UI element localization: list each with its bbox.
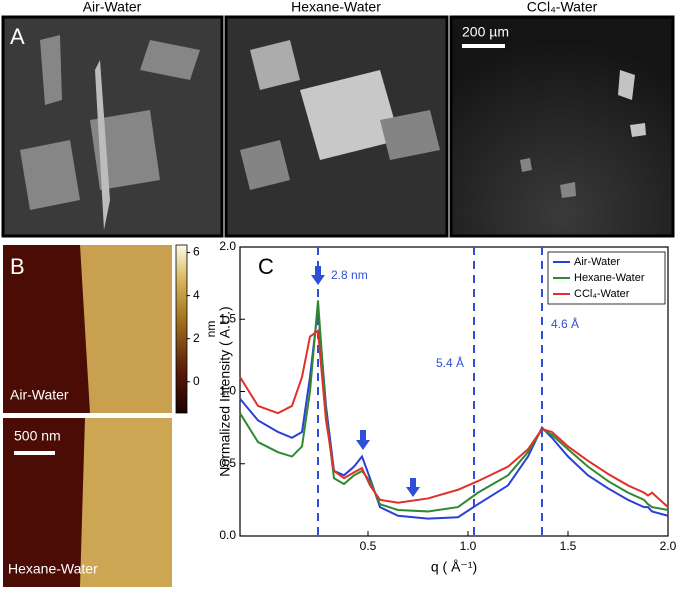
- y-tick-label: 1.5: [219, 311, 236, 325]
- series-line: [239, 307, 669, 520]
- y-tick-label: 1.0: [219, 384, 236, 398]
- legend-label: Hexane-Water: [574, 272, 645, 284]
- scale-bar-label: 500 nm: [14, 428, 61, 444]
- x-tick-label: 0.5: [360, 539, 377, 553]
- panel-title: CCl₄-Water: [527, 0, 598, 15]
- series-line: [239, 300, 669, 513]
- colorbar-tick-label: 0: [193, 374, 200, 388]
- y-axis-label: Normalized Intensity ( A.U.): [217, 306, 233, 476]
- colorbar-tick-label: 2: [193, 331, 200, 345]
- colorbar-label: nm: [204, 321, 218, 338]
- x-axis-label: q ( Å⁻¹): [431, 559, 477, 575]
- colorbar-tick-label: 6: [193, 245, 200, 259]
- annotation: 4.6 Å: [551, 316, 579, 331]
- panel-title: Air-Water: [83, 0, 142, 15]
- panel-title: Hexane-Water: [291, 0, 381, 15]
- afm-label: Hexane-Water: [8, 561, 98, 577]
- y-tick-label: 0.5: [219, 456, 236, 470]
- y-tick-label: 0.0: [219, 528, 236, 542]
- panel-letter: B: [10, 254, 25, 279]
- x-tick-label: 1.5: [560, 539, 577, 553]
- scale-bar-label: 200 µm: [462, 24, 509, 40]
- panel-letter: C: [258, 254, 274, 279]
- afm-images: [3, 244, 188, 587]
- colorbar-tick-label: 4: [193, 288, 200, 302]
- y-tick-label: 2.0: [219, 239, 236, 253]
- panel-letter: A: [10, 24, 25, 49]
- series-line: [239, 328, 669, 508]
- afm-label: Air-Water: [10, 387, 69, 403]
- legend-label: Air-Water: [574, 256, 620, 268]
- annotation: 2.8 nm: [331, 268, 368, 282]
- legend-label: CCl₄-Water: [574, 288, 630, 300]
- arrows: [311, 266, 420, 497]
- annotation: 5.4 Å: [436, 355, 464, 370]
- micrograph-images: [1, 15, 675, 238]
- x-tick-label: 2.0: [660, 539, 677, 553]
- x-tick-label: 1.0: [460, 539, 477, 553]
